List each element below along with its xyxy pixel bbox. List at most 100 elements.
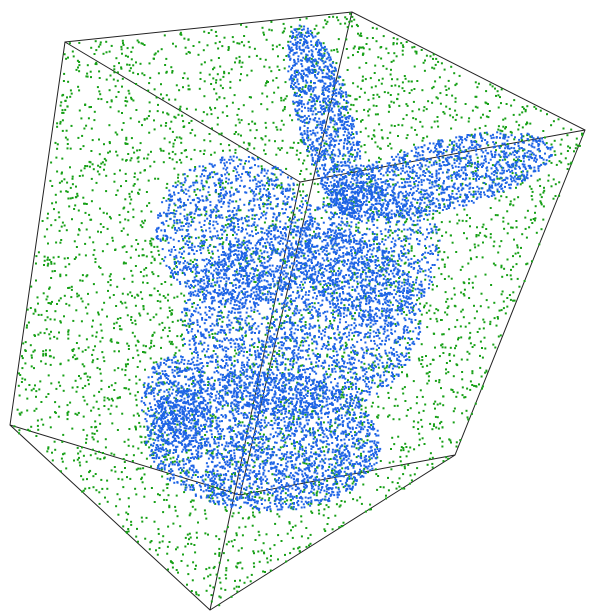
point bbox=[157, 103, 159, 106]
point bbox=[132, 216, 135, 219]
point bbox=[254, 390, 257, 393]
point bbox=[326, 386, 329, 389]
point bbox=[39, 331, 42, 334]
point bbox=[361, 119, 364, 121]
point bbox=[97, 97, 100, 100]
point bbox=[326, 484, 329, 486]
point bbox=[412, 100, 415, 103]
point bbox=[239, 209, 242, 212]
point bbox=[297, 450, 300, 453]
point bbox=[109, 74, 112, 77]
point bbox=[407, 450, 410, 453]
point bbox=[497, 335, 500, 338]
point bbox=[108, 142, 111, 145]
point bbox=[554, 183, 557, 186]
point bbox=[393, 404, 396, 407]
point bbox=[112, 78, 115, 81]
point bbox=[468, 278, 471, 281]
point bbox=[269, 569, 272, 572]
point bbox=[246, 224, 249, 227]
point bbox=[560, 152, 563, 155]
point bbox=[332, 430, 335, 433]
point bbox=[250, 96, 252, 99]
point bbox=[44, 319, 47, 322]
point bbox=[317, 319, 320, 322]
point bbox=[342, 521, 345, 524]
point bbox=[109, 279, 112, 281]
point bbox=[263, 203, 266, 205]
point bbox=[245, 257, 248, 260]
point bbox=[167, 494, 170, 497]
point bbox=[418, 320, 421, 323]
point bbox=[155, 416, 158, 419]
point bbox=[174, 352, 177, 355]
point bbox=[150, 423, 153, 425]
point bbox=[144, 219, 146, 222]
point bbox=[206, 471, 209, 474]
point bbox=[423, 256, 426, 259]
point bbox=[398, 418, 401, 421]
point bbox=[250, 422, 253, 425]
point bbox=[407, 352, 410, 355]
point bbox=[448, 353, 451, 355]
point bbox=[160, 83, 162, 86]
point bbox=[261, 439, 264, 442]
point bbox=[320, 486, 323, 489]
point bbox=[50, 262, 53, 265]
point bbox=[291, 536, 294, 539]
point bbox=[166, 395, 169, 398]
point bbox=[461, 308, 464, 311]
point bbox=[141, 72, 144, 75]
point bbox=[336, 439, 339, 441]
point bbox=[332, 313, 334, 316]
point bbox=[302, 490, 304, 493]
point bbox=[417, 322, 420, 325]
point bbox=[279, 187, 282, 190]
point bbox=[361, 53, 364, 56]
point bbox=[208, 133, 211, 135]
point bbox=[403, 311, 405, 314]
point bbox=[210, 59, 213, 62]
point bbox=[43, 235, 46, 238]
point bbox=[349, 368, 352, 371]
point bbox=[99, 43, 102, 46]
point bbox=[221, 87, 224, 90]
point bbox=[248, 485, 251, 488]
point bbox=[420, 343, 423, 346]
point bbox=[517, 128, 520, 131]
point bbox=[278, 386, 280, 389]
point bbox=[77, 136, 80, 139]
point bbox=[249, 190, 252, 193]
point bbox=[138, 188, 141, 191]
point bbox=[242, 470, 245, 473]
point bbox=[432, 402, 435, 405]
point bbox=[50, 261, 53, 263]
point bbox=[252, 250, 255, 253]
point bbox=[142, 308, 145, 311]
point bbox=[388, 414, 391, 417]
point bbox=[526, 262, 529, 265]
point bbox=[432, 85, 435, 88]
point bbox=[240, 391, 243, 394]
point bbox=[361, 389, 363, 392]
point bbox=[504, 312, 507, 315]
point bbox=[273, 173, 276, 176]
point bbox=[235, 436, 238, 439]
point bbox=[200, 442, 203, 444]
point bbox=[201, 119, 204, 122]
point bbox=[166, 428, 169, 431]
point bbox=[369, 503, 372, 506]
point bbox=[382, 35, 385, 38]
point bbox=[81, 350, 84, 353]
point bbox=[225, 442, 228, 445]
point bbox=[193, 302, 195, 305]
point bbox=[365, 415, 368, 418]
point bbox=[216, 456, 219, 459]
point bbox=[365, 62, 368, 64]
point bbox=[398, 85, 401, 88]
point bbox=[418, 438, 421, 441]
point bbox=[501, 130, 504, 133]
point bbox=[101, 336, 104, 339]
point bbox=[80, 117, 83, 120]
point bbox=[215, 79, 218, 82]
